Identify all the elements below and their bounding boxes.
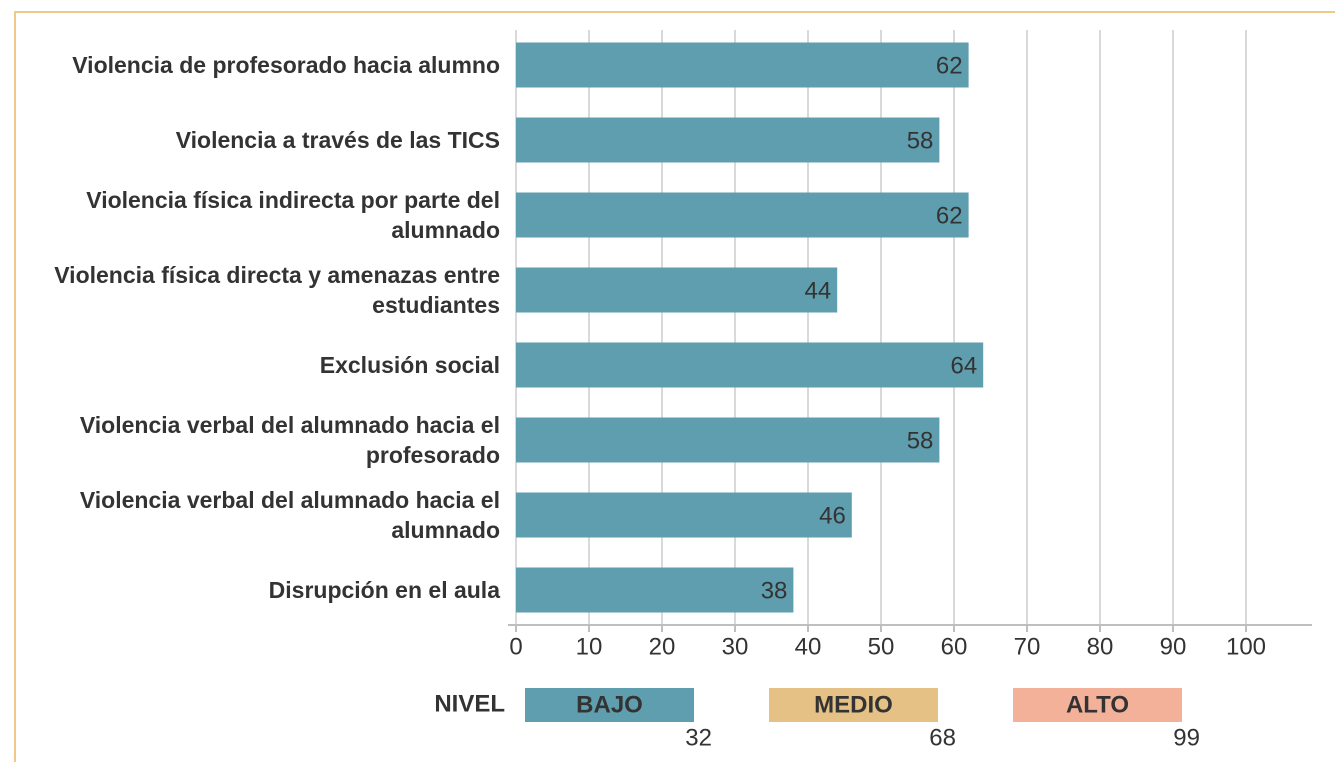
frame [14,11,1335,762]
value-label: 64 [950,352,977,379]
y-tick-label: Exclusión social [319,352,500,378]
value-label: 44 [804,277,831,304]
bar [516,267,838,313]
x-tick-label: 60 [941,633,968,660]
legend-box [1013,688,1182,722]
value-label: 62 [936,52,963,79]
value-label: 58 [907,127,934,154]
bar [516,567,794,613]
y-tick-label: Violencia física directa y amenazas entr… [54,262,500,318]
y-tick-label: Violencia de profesorado hacia alumno [72,52,500,78]
x-tick-label: 70 [1014,633,1041,660]
y-tick-label: Disrupción en el aula [268,577,500,603]
x-tick-label: 10 [576,633,603,660]
y-tick-label: Violencia verbal del alumnado hacia el p… [79,412,500,468]
bar [516,42,969,88]
y-tick-label: Violencia física indirecta por parte del… [86,187,500,243]
legend-label: BAJO [576,691,643,718]
y-tick-label: Violencia verbal del alumnado hacia el a… [79,487,500,543]
value-label: 62 [936,202,963,229]
x-tick-label: 0 [509,633,522,660]
legend-box [769,688,938,722]
bar [516,417,940,463]
legend-title: NIVEL [434,690,505,717]
x-tick-label: 30 [722,633,749,660]
x-tick-label: 40 [795,633,822,660]
legend-value: 32 [685,724,712,751]
x-tick-label: 90 [1160,633,1187,660]
x-tick-label: 100 [1226,633,1266,660]
legend-label: MEDIO [814,691,893,718]
x-tick-label: 50 [868,633,895,660]
x-tick-label: 80 [1087,633,1114,660]
bar [516,117,940,163]
value-label: 58 [907,427,934,454]
legend-box [525,688,694,722]
legend-label: ALTO [1066,691,1129,718]
bar [516,192,969,238]
y-tick-label: Violencia a través de las TICS [175,127,500,153]
x-tick-label: 20 [649,633,676,660]
value-label: 38 [761,577,788,604]
legend-value: 68 [929,724,956,751]
value-label: 46 [819,502,846,529]
bar [516,492,852,538]
bar [516,342,984,388]
legend-value: 99 [1173,724,1200,751]
